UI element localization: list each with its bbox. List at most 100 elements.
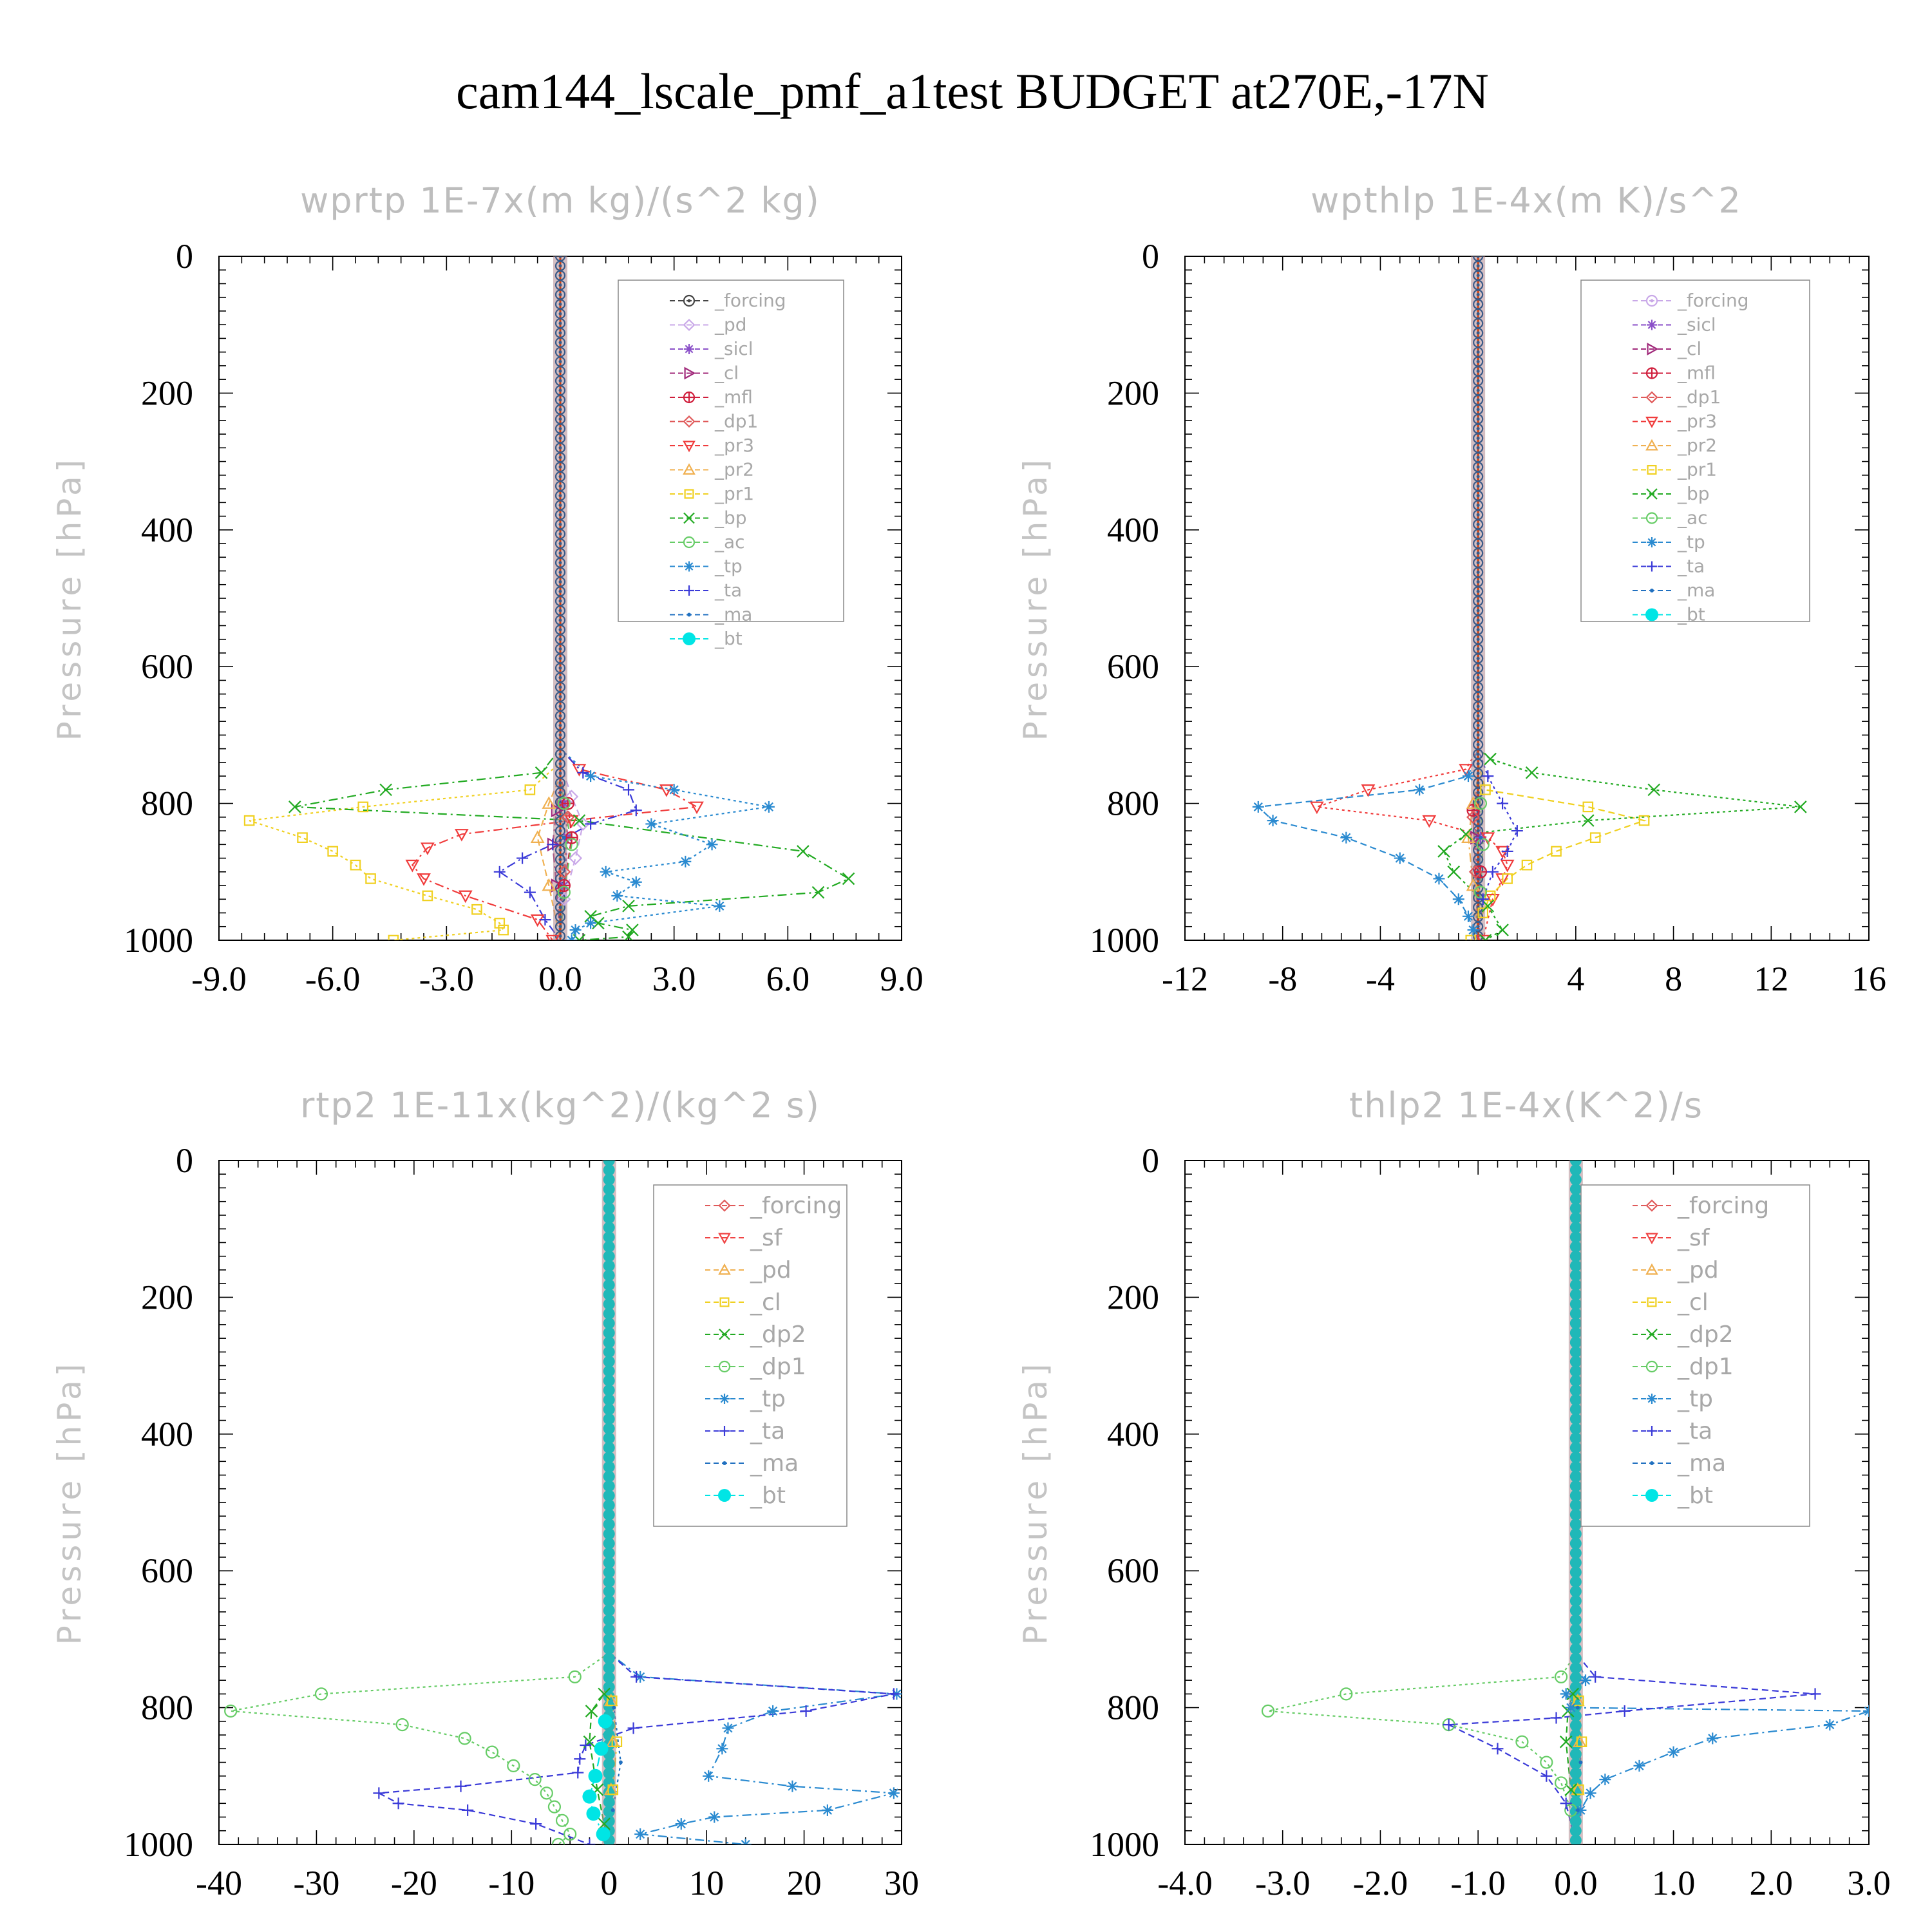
panel-4: thlp2 1E-4x(K^2)/s Pressure [hPa] -4.0 -3.0…: [1017, 1085, 1891, 1902]
panel-title: wprtp 1E-7x(m kg)/(s^2 kg): [300, 180, 820, 221]
x-tick-label: 10: [689, 1864, 724, 1902]
data-point: [327, 846, 338, 857]
legend: _forcing _sicl_cl _mfl_dp1 _pr3 _pr2 _pr1 _bp _…: [1580, 279, 1810, 625]
data-point: [601, 867, 611, 876]
data-point: [1575, 1705, 1580, 1710]
data-point: [889, 1788, 898, 1798]
data-point: [1473, 886, 1488, 899]
data-point: [1480, 784, 1491, 795]
data-point: [1463, 772, 1473, 781]
legend-entry: _ta: [1677, 1418, 1712, 1444]
legend-entry: _pr2: [714, 459, 754, 480]
data-point: [681, 857, 690, 866]
data-point: [540, 1786, 553, 1800]
data-point: [1484, 934, 1492, 940]
legend-entry: _ta: [1677, 556, 1705, 577]
data-point: [1647, 783, 1661, 797]
series-markers-ac: [1473, 797, 1490, 899]
data-point: [611, 1736, 623, 1747]
y-tick-label: 1000: [124, 921, 193, 960]
panel-title: rtp2 1E-11x(kg^2)/(kg^2 s): [300, 1085, 820, 1126]
x-tick-label: 6.0: [766, 960, 810, 998]
legend-entry: _cl: [750, 1289, 781, 1316]
data-point: [744, 1839, 750, 1844]
legend: _forcing _sf _pd _cl _dp2 _dp1 _tp _ta _ma _bt: [1580, 1184, 1810, 1527]
series-line-pr1: [249, 256, 562, 940]
data-point: [1573, 1695, 1584, 1707]
legend-entry: _tp: [714, 556, 743, 577]
data-point: [243, 815, 255, 826]
data-point: [1582, 801, 1594, 813]
data-point: [557, 865, 571, 879]
data-point: [768, 1706, 778, 1716]
data-point: [1466, 878, 1481, 891]
legend-entry: _ac: [1677, 507, 1708, 529]
data-point: [555, 1814, 569, 1827]
data-point: [582, 1789, 597, 1804]
data-point: [690, 801, 704, 815]
x-tick-label: -30: [293, 1864, 339, 1902]
series-line-pr3: [1316, 256, 1508, 940]
data-point: [494, 918, 506, 929]
data-point: [458, 1732, 471, 1745]
data-point: [485, 1745, 499, 1759]
data-point: [1561, 1689, 1571, 1699]
data-point: [588, 1768, 603, 1783]
data-point: [586, 772, 596, 781]
series-markers-tp: [1252, 770, 1479, 936]
data-point: [618, 1760, 623, 1765]
series-markers-bp: [288, 766, 855, 940]
data-point: [507, 1759, 520, 1772]
data-point: [1434, 874, 1444, 884]
series-markers-tp: [1560, 1674, 1869, 1816]
series-line-bp: [294, 256, 850, 940]
legend-entry: _dp1: [750, 1354, 806, 1380]
data-point: [1825, 1720, 1835, 1730]
data-point: [288, 800, 301, 813]
legend-entry: _tp: [1677, 1386, 1713, 1412]
data-point: [704, 1771, 714, 1781]
data-point: [547, 1800, 562, 1814]
data-point: [542, 796, 556, 809]
data-point: [1669, 1747, 1678, 1757]
data-point: [578, 934, 586, 940]
data-point: [631, 877, 641, 887]
legend-entry: _forcing: [714, 290, 786, 311]
x-tick-label: 1.0: [1652, 1864, 1696, 1902]
data-point: [1794, 800, 1807, 813]
series-line-pr3: [411, 256, 699, 940]
data-point: [586, 1806, 601, 1821]
legend-entry: _bt: [1677, 604, 1705, 625]
data-point: [723, 1723, 733, 1733]
data-point: [607, 1784, 619, 1795]
data-point: [676, 1819, 686, 1829]
data-point: [1268, 816, 1278, 826]
series-markers-dp1: [1261, 1670, 1578, 1817]
x-tick-label: 0: [1470, 960, 1487, 998]
series-markers-tp: [634, 1671, 902, 1844]
series-markers-pr1: [1465, 784, 1650, 940]
data-point: [417, 873, 431, 886]
series-markers-pr3: [405, 764, 704, 940]
data-point: [1484, 752, 1497, 766]
data-point: [1502, 873, 1513, 884]
data-point: [542, 878, 556, 891]
panel-title: wpthlp 1E-4x(m K)/s^2: [1311, 180, 1742, 221]
legend-entry: _bt: [714, 628, 743, 649]
series-group: [243, 256, 855, 940]
y-tick-label: 800: [141, 784, 193, 823]
x-tick-label: -6.0: [305, 960, 360, 998]
x-tick-label: -1.0: [1450, 1864, 1505, 1902]
x-tick-label: 3.0: [652, 960, 696, 998]
data-point: [764, 802, 773, 811]
data-point: [1864, 1710, 1869, 1716]
data-point: [565, 790, 579, 804]
panel-title: thlp2 1E-4x(K^2)/s: [1349, 1085, 1703, 1126]
x-tick-label: 3.0: [1847, 1864, 1891, 1902]
data-point: [350, 859, 361, 871]
series-group: [1252, 256, 1807, 940]
series-markers-pr3: [1309, 764, 1515, 940]
legend-entry: _ma: [714, 604, 752, 625]
data-point: [715, 901, 724, 911]
data-point: [1415, 785, 1425, 795]
